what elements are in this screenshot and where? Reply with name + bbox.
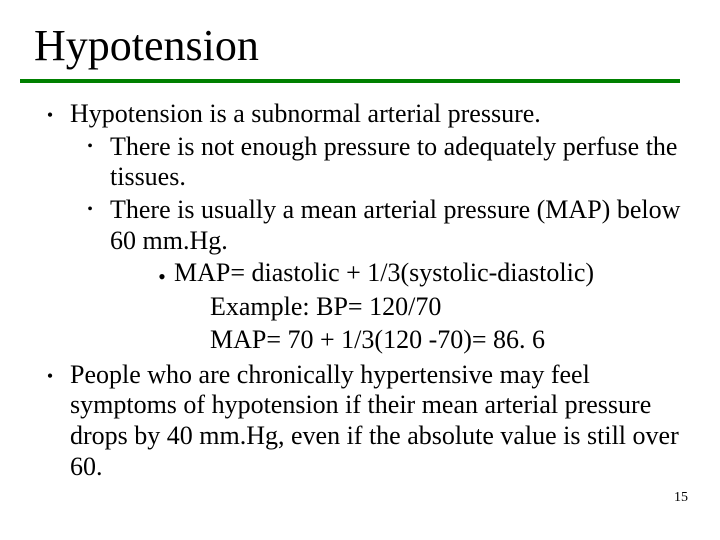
bullet-level1: • People who are chronically hypertensiv… (30, 360, 690, 483)
text: Hypotension is a subnormal arterial pres… (70, 99, 541, 128)
bullet-dot-icon: • (70, 195, 110, 356)
bullet-level1: • Hypotension is a subnormal arterial pr… (30, 99, 690, 356)
slide: Hypotension • Hypotension is a subnormal… (0, 0, 720, 540)
bullet-text: MAP= diastolic + 1/3(systolic-diastolic) (174, 258, 690, 290)
page-number: 15 (674, 490, 688, 506)
title-underline (20, 79, 680, 83)
example-line: MAP= 70 + 1/3(120 -70)= 86. 6 (110, 325, 690, 356)
text: There is usually a mean arterial pressur… (110, 195, 680, 255)
bullet-level2: • There is usually a mean arterial press… (70, 195, 690, 356)
example-line: Example: BP= 120/70 (110, 292, 690, 323)
bullet-text: People who are chronically hypertensive … (70, 360, 690, 483)
bullet-text: There is usually a mean arterial pressur… (110, 195, 690, 356)
bullet-dot-icon: • (70, 132, 110, 193)
bullet-text: Hypotension is a subnormal arterial pres… (70, 99, 690, 356)
slide-title: Hypotension (34, 20, 690, 71)
bullet-dot-icon: • (30, 360, 70, 483)
bullet-dot-icon: • (30, 99, 70, 356)
bullet-text: There is not enough pressure to adequate… (110, 132, 690, 193)
bullet-dot-icon: • (150, 258, 174, 290)
slide-body: • Hypotension is a subnormal arterial pr… (30, 99, 690, 482)
bullet-level2: • There is not enough pressure to adequa… (70, 132, 690, 193)
bullet-level3: • MAP= diastolic + 1/3(systolic-diastoli… (110, 258, 690, 290)
